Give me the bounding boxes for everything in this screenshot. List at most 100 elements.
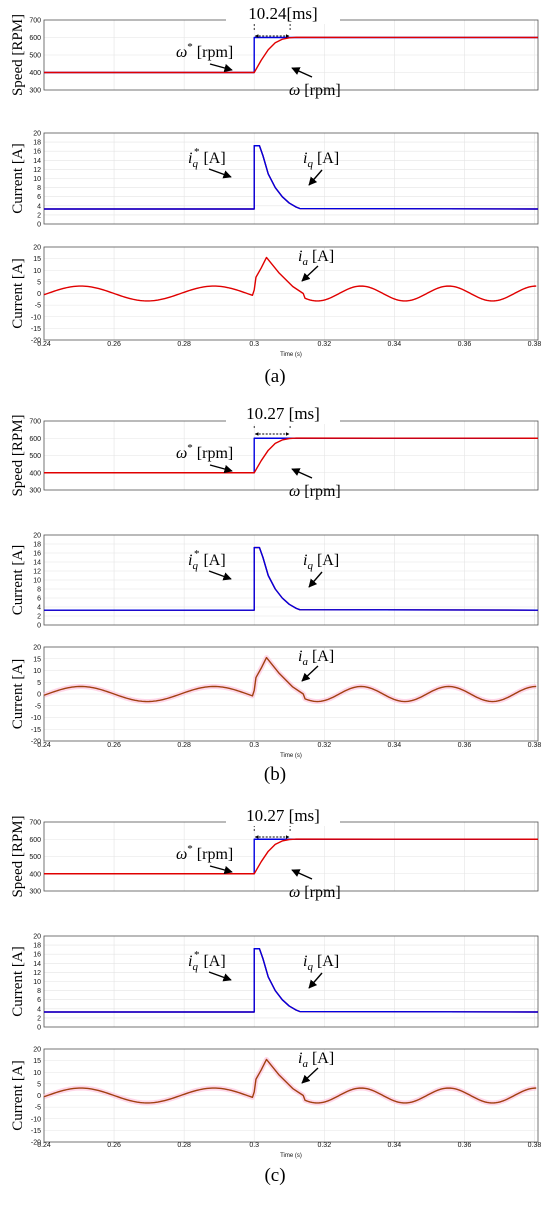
plot-frame [43,246,539,341]
y-tick-label: 600 [29,35,41,42]
x-tick-label: 0.32 [317,1142,331,1149]
y-tick-label: 10 [33,668,41,675]
y-tick-label: 500 [29,854,41,861]
x-tick-label: 0.32 [317,742,331,749]
y-tick-label: 10 [33,1070,41,1077]
annotation-label: ω [rpm] [289,483,341,500]
y-tick-label: 10 [33,979,41,986]
x-tick-label: 0.36 [458,1142,472,1149]
y-tick-label: 0 [37,1025,41,1032]
y-tick-label: 0 [37,623,41,630]
y-tick-label: -15 [31,727,41,734]
series-line [44,145,539,210]
y-tick-label: 400 [29,470,41,477]
annotation-label: iq [A] [303,552,339,572]
y-tick-label: 700 [29,419,41,426]
x-tick-label: 0.34 [388,341,402,348]
y-tick-label: 700 [29,820,41,827]
y-tick-label: 6 [37,997,41,1004]
y-tick-label: 6 [37,596,41,603]
y-tick-label: 10 [33,578,41,585]
y-tick-label: 8 [37,185,41,192]
series-line [43,256,537,302]
x-tick-label: 0.24 [37,1142,51,1149]
y-axis-label: Speed [RPM] [10,414,26,496]
duration-label-bg [226,404,340,424]
series-line [44,546,539,611]
y-tick-label: 20 [33,131,41,138]
duration-label-bg [226,806,340,826]
x-tick-label: 0.3 [249,1142,259,1149]
x-tick-label: 0.38 [528,742,542,749]
y-tick-label: 300 [29,88,41,95]
x-tick-label: 0.24 [37,341,51,348]
panel-caption: (b) [264,764,286,785]
series-line [43,656,537,703]
x-tick-label: 0.28 [177,341,191,348]
y-tick-label: 5 [37,279,41,286]
annotation-arrow [301,265,319,282]
annotation-label: ω* [rpm] [176,41,233,61]
y-tick-label: -5 [35,703,41,710]
annotation-arrow [209,865,233,875]
x-tick-label: 0.24 [37,742,51,749]
y-tick-label: 600 [29,837,41,844]
y-tick-label: 14 [33,158,41,165]
annotation-arrow [291,67,313,78]
y-tick-label: 10 [33,268,41,275]
y-tick-label: 20 [33,645,41,652]
panel-caption: (a) [264,366,285,387]
x-tick-label: 0.3 [249,341,259,348]
y-tick-label: 8 [37,587,41,594]
y-tick-label: -20 [31,739,41,746]
annotation-label: iq* [A] [188,949,226,973]
subplot-ia: -20 -15 -10 -5 0 5 10 15 20 Current [A] ia [A] [10,245,539,345]
y-axis-label: Speed [RPM] [10,815,26,897]
y-tick-label: -20 [31,338,41,345]
subplot-iq: 0 2 4 6 8 10 12 14 16 18 20 Current [A] iq* [A] iq [A… [10,131,539,229]
y-tick-label: -5 [35,303,41,310]
y-tick-label: 16 [33,149,41,156]
y-axis-label: Speed [RPM] [10,14,26,96]
duration-label-bg [226,4,340,24]
annotation-label: ia [A] [298,248,334,268]
annotation-label: ia [A] [298,1050,334,1070]
y-tick-label: 0 [37,291,41,298]
y-tick-label: -10 [31,1116,41,1123]
y-tick-label: 20 [33,1047,41,1054]
annotation-arrow [301,665,319,682]
x-tick-label: 0.34 [388,742,402,749]
x-tick-label: 0.28 [177,742,191,749]
annotation-arrow [308,972,323,989]
annotation-label: ω* [rpm] [176,442,233,462]
annotation-label: ω* [rpm] [176,843,233,863]
y-tick-label: 400 [29,871,41,878]
y-tick-label: 0 [37,222,41,229]
plot-frame [43,935,539,1028]
x-tick-label: 0.26 [107,341,121,348]
series-line [44,546,539,611]
annotation-label: ω [rpm] [289,82,341,99]
y-tick-label: 20 [33,533,41,540]
annotation-label: ia [A] [298,648,334,668]
y-tick-label: -5 [35,1105,41,1112]
y-axis-label: Current [A] [10,1060,26,1130]
y-tick-label: 12 [33,970,41,977]
duration-label: 10.27 [ms] [246,806,320,825]
x-tick-label: 0.38 [528,341,542,348]
annotation-label: iq [A] [303,953,339,973]
x-axis-label: Time (s) [280,1153,302,1159]
y-tick-label: 5 [37,1081,41,1088]
y-axis-label: Current [A] [10,946,26,1016]
y-tick-label: 14 [33,560,41,567]
y-tick-label: 15 [33,256,41,263]
x-tick-label: 0.36 [458,742,472,749]
y-tick-label: 4 [37,203,41,210]
y-tick-label: 300 [29,889,41,896]
annotation-label: ω [rpm] [289,884,341,901]
y-tick-label: -15 [31,326,41,333]
